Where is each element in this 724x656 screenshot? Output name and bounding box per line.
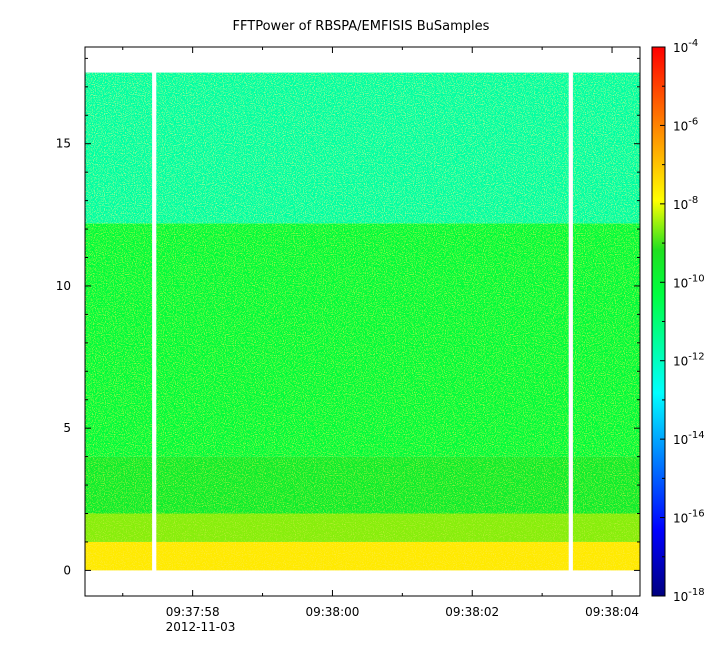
colorbar-gradient bbox=[652, 47, 665, 596]
chart-title: FFTPower of RBSPA/EMFISIS BuSamples bbox=[233, 19, 490, 34]
y-axis: 0 5 10 15 bbox=[56, 57, 640, 577]
x-tick-sublabel-0: 2012-11-03 bbox=[166, 620, 236, 634]
y-tick-label-15: 15 bbox=[56, 137, 71, 151]
colorbar-tick-label-6: 10-16 bbox=[673, 509, 705, 526]
data-gap-1 bbox=[568, 71, 573, 572]
colorbar-tick-label-3: 10-10 bbox=[673, 273, 705, 290]
spectrogram-band-4 bbox=[85, 72, 640, 224]
data-gap-0 bbox=[152, 71, 157, 572]
y-tick-label-5: 5 bbox=[63, 421, 71, 435]
x-tick-label-2: 09:38:02 bbox=[445, 605, 499, 619]
x-tick-label-0: 09:37:58 bbox=[166, 605, 220, 619]
y-tick-label-10: 10 bbox=[56, 279, 71, 293]
data-gaps bbox=[152, 71, 573, 572]
spectrogram-band-3 bbox=[85, 223, 640, 457]
colorbar-ticks: 10-4 10-6 10-8 10-10 10-12 10-14 10-16 10-18 bbox=[660, 38, 705, 604]
spectrogram-band-0 bbox=[85, 541, 640, 571]
colorbar-tick-label-5: 10-14 bbox=[673, 430, 705, 447]
spectrogram-bands bbox=[85, 72, 640, 571]
x-tick-label-1: 09:38:00 bbox=[305, 605, 359, 619]
colorbar-tick-label-1: 10-6 bbox=[673, 116, 698, 133]
colorbar-tick-label-4: 10-12 bbox=[673, 352, 705, 369]
colorbar-tick-label-7: 10-18 bbox=[673, 587, 705, 604]
colorbar-tick-label-2: 10-8 bbox=[673, 195, 698, 212]
x-tick-label-3: 09:38:04 bbox=[585, 605, 639, 619]
spectrogram-band-1 bbox=[85, 513, 640, 542]
colorbar-tick-label-0: 10-4 bbox=[673, 38, 698, 55]
y-tick-label-0: 0 bbox=[63, 563, 71, 577]
spectrogram-band-2 bbox=[85, 456, 640, 514]
plot-frame bbox=[84, 46, 641, 597]
colorbar: 10-4 10-6 10-8 10-10 10-12 10-14 10-16 10-18 bbox=[651, 38, 705, 604]
